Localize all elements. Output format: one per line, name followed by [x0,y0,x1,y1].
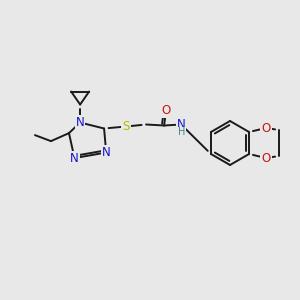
Text: O: O [161,104,171,117]
Text: N: N [70,152,79,165]
Text: O: O [261,152,271,164]
Text: O: O [261,122,271,134]
Text: S: S [122,120,130,133]
Text: H: H [178,127,185,137]
Text: N: N [177,118,185,131]
Text: N: N [102,146,111,159]
Text: N: N [76,116,85,129]
